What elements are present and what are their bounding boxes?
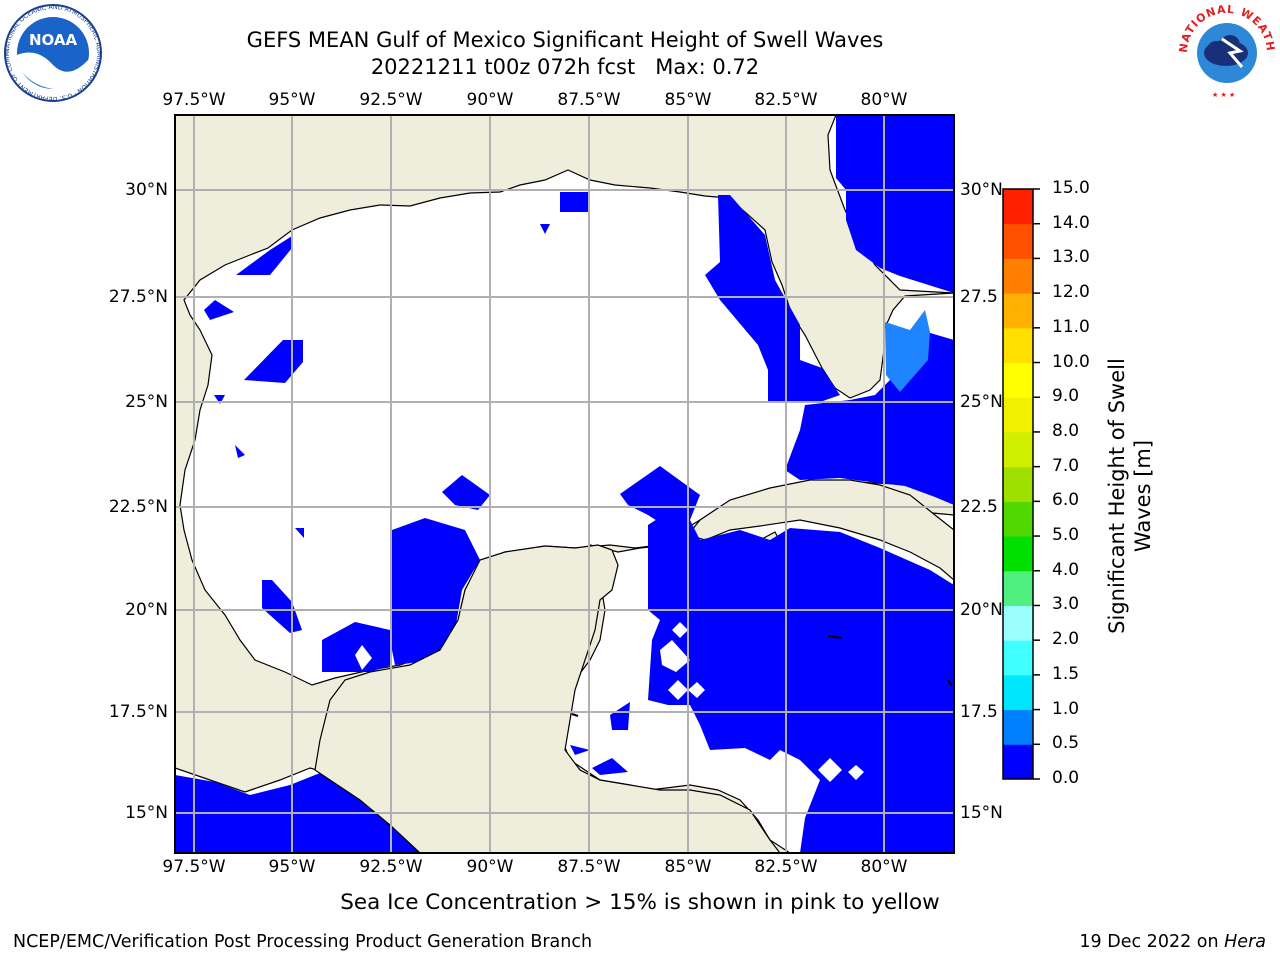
lat-label-left: 25°N bbox=[125, 392, 168, 412]
lat-label-left: 20°N bbox=[125, 600, 168, 620]
colorbar-tick-label: 4.0 bbox=[1052, 559, 1080, 580]
colorbar-label: Significant Height of Swell Waves [m] bbox=[1090, 330, 1170, 650]
colorbar-tick-label: 0.0 bbox=[1052, 768, 1080, 788]
colorbar-segment bbox=[1003, 744, 1033, 780]
lat-label-right: 25°N bbox=[960, 392, 1003, 412]
colorbar-tick-label: 13.0 bbox=[1052, 247, 1090, 268]
colorbar-segment bbox=[1003, 189, 1033, 225]
lat-label-left: 30°N bbox=[125, 180, 168, 200]
colorbar-segment bbox=[1003, 466, 1033, 502]
colorbar-tick-label: 3.0 bbox=[1052, 594, 1080, 615]
colorbar-tick-label: 5.0 bbox=[1052, 525, 1080, 546]
colorbar-segment bbox=[1003, 501, 1033, 537]
lon-label-bottom: 90°W bbox=[466, 857, 514, 877]
colorbar-segment bbox=[1003, 293, 1033, 329]
colorbar-label-line2: Waves [m] bbox=[1131, 439, 1155, 553]
caribbean-islands bbox=[571, 635, 953, 717]
colorbar-segment bbox=[1003, 570, 1033, 606]
lat-label-left: 17.5°N bbox=[108, 702, 168, 722]
colorbar-segment bbox=[1003, 431, 1033, 468]
lat-label-right: 20°N bbox=[960, 600, 1003, 620]
chart-title: GEFS MEAN Gulf of Mexico Significant Hei… bbox=[246, 28, 884, 52]
chart-subtitle: 20221211 t00z 072h fcst Max: 0.72 bbox=[370, 55, 760, 79]
swell-0.5-1-region bbox=[885, 310, 930, 392]
colorbar bbox=[1002, 188, 1040, 780]
lon-label-bottom: 82.5°W bbox=[754, 857, 818, 877]
colorbar-segment bbox=[1003, 674, 1033, 711]
colorbar-segment bbox=[1003, 223, 1033, 259]
colorbar-tick-label: 9.0 bbox=[1052, 386, 1080, 407]
colorbar-tick-label: 15.0 bbox=[1052, 178, 1090, 198]
lat-label-left: 27.5°N bbox=[108, 287, 168, 307]
noaa-logo: NATIONAL OCEANIC AND ATMOSPHERIC ADMINIS… bbox=[3, 3, 102, 102]
colorbar-tick-label: 14.0 bbox=[1052, 212, 1090, 233]
lon-label-top: 97.5°W bbox=[162, 90, 226, 110]
lat-label-left: 15°N bbox=[125, 803, 168, 823]
lon-label-bottom: 97.5°W bbox=[162, 857, 226, 877]
colorbar-tick-label: 1.5 bbox=[1052, 663, 1080, 684]
colorbar-label-line1: Significant Height of Swell bbox=[1105, 358, 1129, 634]
lat-label-right: 17.5 bbox=[960, 702, 998, 722]
lon-label-top: 85°W bbox=[664, 90, 712, 110]
colorbar-tick-label: 6.0 bbox=[1052, 490, 1080, 511]
footer-date-text: 19 Dec 2022 on bbox=[1079, 932, 1225, 952]
colorbar-segment bbox=[1003, 397, 1033, 433]
noaa-logo-text: NOAA bbox=[29, 31, 78, 49]
colorbar-tick-label: 1.0 bbox=[1052, 698, 1080, 719]
colorbar-tick-label: 11.0 bbox=[1052, 316, 1090, 337]
svg-text:★ ★ ★: ★ ★ ★ bbox=[1212, 91, 1235, 99]
swell-0-0.5-regions bbox=[175, 115, 954, 853]
footer-host: Hera bbox=[1224, 932, 1266, 952]
cuba-island bbox=[686, 479, 954, 581]
lat-label-right: 15°N bbox=[960, 803, 1003, 823]
lon-label-bottom: 95°W bbox=[268, 857, 316, 877]
lon-label-bottom: 80°W bbox=[860, 857, 908, 877]
colorbar-tick-label: 8.0 bbox=[1052, 420, 1080, 441]
lon-label-bottom: 87.5°W bbox=[557, 857, 621, 877]
lon-label-top: 82.5°W bbox=[754, 90, 818, 110]
colorbar-tick-label: 12.0 bbox=[1052, 282, 1090, 303]
lon-label-top: 87.5°W bbox=[557, 90, 621, 110]
yucatan-peninsula bbox=[314, 544, 781, 853]
lat-label-right: 27.5 bbox=[960, 287, 998, 307]
map-frame bbox=[174, 114, 955, 854]
colorbar-segment bbox=[1003, 258, 1033, 294]
colorbar-segment bbox=[1003, 536, 1033, 572]
footer-date: 19 Dec 2022 on Hera bbox=[1079, 932, 1266, 952]
lon-label-top: 95°W bbox=[268, 90, 316, 110]
lon-label-top: 80°W bbox=[860, 90, 908, 110]
colorbar-tick-label: 10.0 bbox=[1052, 351, 1090, 372]
graticule bbox=[175, 115, 954, 853]
colorbar-segment bbox=[1003, 327, 1033, 364]
colorbar-tick-label: 2.0 bbox=[1052, 629, 1080, 650]
lat-label-right: 30°N bbox=[960, 180, 1003, 200]
sea-ice-note: Sea Ice Concentration > 15% is shown in … bbox=[340, 890, 940, 915]
colorbar-segment bbox=[1003, 709, 1033, 745]
colorbar-segment bbox=[1003, 362, 1033, 398]
footer-credit: NCEP/EMC/Verification Post Processing Pr… bbox=[13, 932, 593, 952]
lat-label-left: 22.5°N bbox=[108, 497, 168, 517]
lon-label-top: 92.5°W bbox=[359, 90, 423, 110]
colorbar-tick-label: 0.5 bbox=[1052, 733, 1080, 754]
colorbar-tick-label: 7.0 bbox=[1052, 455, 1080, 476]
colorbar-segment bbox=[1003, 605, 1033, 641]
lon-label-bottom: 85°W bbox=[664, 857, 712, 877]
nws-logo: NATIONAL WEATHER SERVICE ★ ★ ★ bbox=[1176, 3, 1276, 100]
zero-swell-holes bbox=[355, 622, 864, 782]
colorbar-segment bbox=[1003, 640, 1033, 676]
lon-label-bottom: 92.5°W bbox=[359, 857, 423, 877]
lon-label-top: 90°W bbox=[466, 90, 514, 110]
lat-label-right: 22.5 bbox=[960, 497, 998, 517]
